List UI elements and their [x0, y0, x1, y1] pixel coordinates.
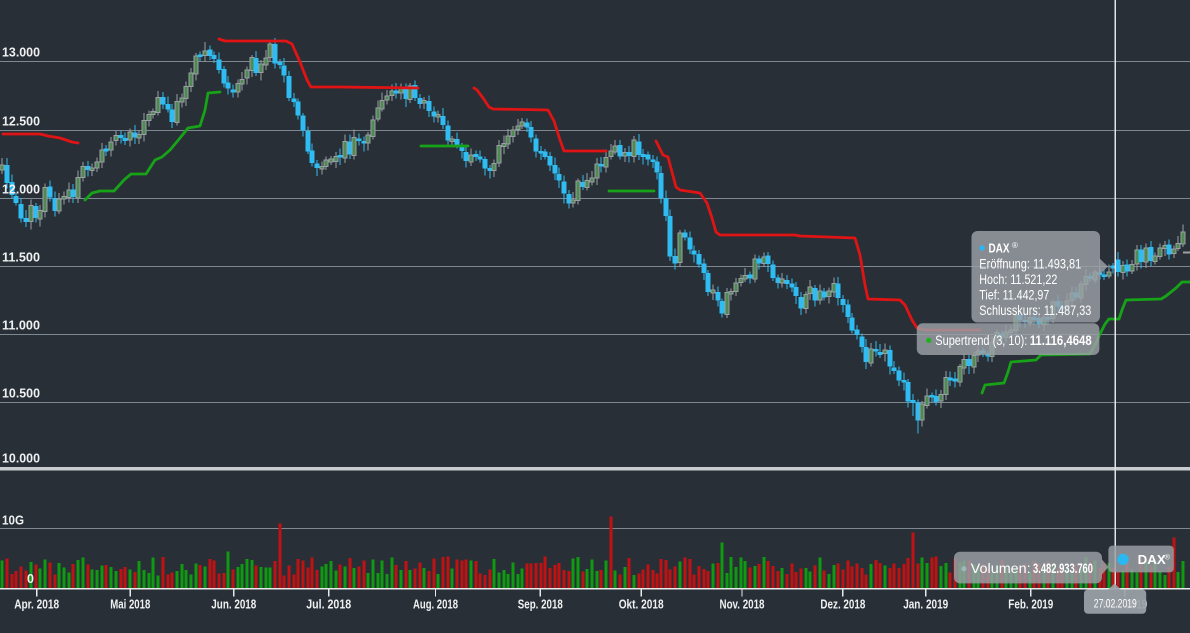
svg-text:Eröffnung: 11.493,81: Eröffnung: 11.493,81 [979, 256, 1081, 271]
svg-text:Sep. 2018: Sep. 2018 [518, 597, 563, 612]
svg-text:11.000: 11.000 [2, 319, 40, 333]
svg-text:Aug. 2018: Aug. 2018 [413, 597, 458, 612]
svg-text:®: ® [1012, 241, 1018, 250]
svg-text:27.02.2019: 27.02.2019 [1094, 596, 1137, 610]
svg-text:DAX: DAX [1138, 553, 1167, 567]
svg-text:Nov. 2018: Nov. 2018 [720, 597, 765, 612]
svg-text:Supertrend (3, 10):: Supertrend (3, 10): [935, 333, 1027, 348]
svg-text:Jan. 2019: Jan. 2019 [903, 597, 948, 612]
svg-text:10.500: 10.500 [2, 387, 40, 401]
svg-text:Schlusskurs: 11.487,33: Schlusskurs: 11.487,33 [979, 303, 1091, 318]
svg-text:Jul. 2018: Jul. 2018 [306, 597, 351, 612]
svg-text:0: 0 [27, 572, 34, 586]
svg-text:Tief: 11.442,97: Tief: 11.442,97 [979, 287, 1049, 302]
svg-text:11.500: 11.500 [2, 251, 40, 265]
svg-text:Mai 2018: Mai 2018 [110, 597, 150, 612]
svg-text:10.000: 10.000 [2, 452, 40, 466]
svg-text:Okt. 2018: Okt. 2018 [619, 597, 664, 612]
svg-text:10G: 10G [2, 514, 24, 528]
svg-text:Jun. 2018: Jun. 2018 [211, 597, 256, 612]
svg-text:DAX: DAX [989, 241, 1010, 256]
svg-text:11.116,4648: 11.116,4648 [1030, 333, 1092, 348]
svg-text:Volumen:: Volumen: [971, 561, 1031, 576]
svg-text:Hoch: 11.521,22: Hoch: 11.521,22 [979, 272, 1057, 287]
svg-text:3.482.933.760: 3.482.933.760 [1033, 561, 1093, 576]
svg-text:12.000: 12.000 [2, 183, 40, 197]
svg-text:Feb. 2019: Feb. 2019 [1008, 597, 1053, 612]
svg-text:12.500: 12.500 [2, 115, 40, 129]
svg-text:Apr. 2018: Apr. 2018 [14, 597, 59, 612]
svg-text:®: ® [1165, 553, 1171, 562]
svg-text:Dez. 2018: Dez. 2018 [820, 597, 865, 612]
svg-text:13.000: 13.000 [2, 46, 40, 60]
